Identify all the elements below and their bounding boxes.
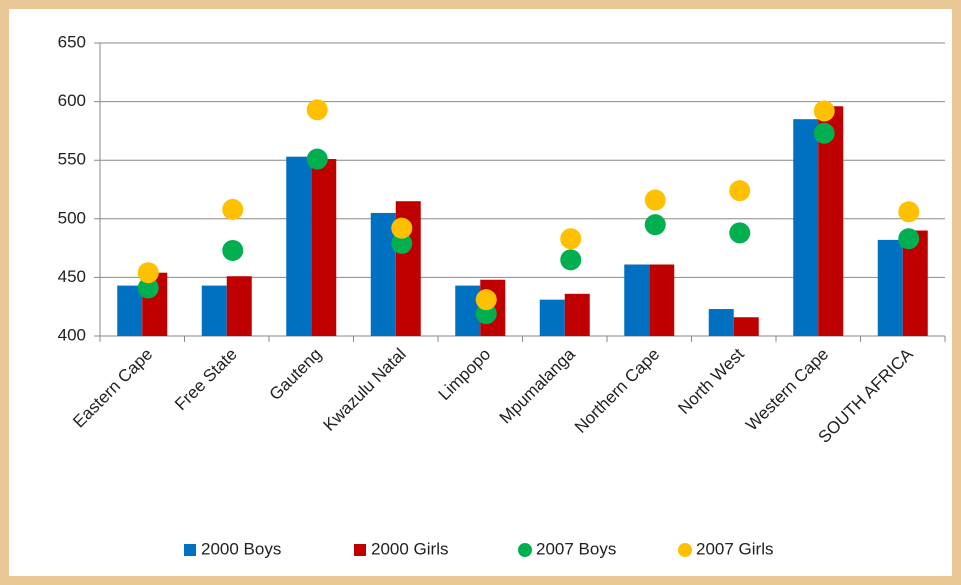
dot xyxy=(813,122,835,144)
dot xyxy=(898,228,920,250)
dot xyxy=(222,198,244,220)
bar xyxy=(370,212,396,336)
legend-swatch xyxy=(354,544,366,556)
y-tick-label: 600 xyxy=(58,91,86,110)
dot xyxy=(391,217,413,239)
dot xyxy=(391,232,413,254)
legend-label: 2000 Girls xyxy=(371,539,448,558)
bar xyxy=(624,264,650,336)
dot xyxy=(306,148,328,170)
bar xyxy=(818,106,844,337)
dot xyxy=(137,262,159,284)
dot xyxy=(222,239,244,261)
dot xyxy=(729,222,751,244)
bar xyxy=(877,239,903,336)
y-tick-label: 650 xyxy=(58,32,86,51)
y-tick-label: 400 xyxy=(58,325,86,344)
dot xyxy=(560,228,582,250)
dot xyxy=(137,277,159,299)
bar xyxy=(286,156,312,336)
dot xyxy=(560,249,582,271)
bar xyxy=(226,276,252,336)
y-tick-label: 550 xyxy=(58,150,86,169)
legend-swatch xyxy=(518,543,532,557)
bar xyxy=(201,285,227,336)
dot xyxy=(729,180,751,202)
y-tick-label: 500 xyxy=(58,208,86,227)
dot xyxy=(644,189,666,211)
bar xyxy=(311,159,337,336)
bar xyxy=(708,309,734,336)
bar xyxy=(649,264,675,336)
dot xyxy=(306,99,328,121)
y-tick-label: 450 xyxy=(58,267,86,286)
dot xyxy=(813,100,835,122)
legend-swatch xyxy=(678,543,692,557)
dot xyxy=(898,201,920,223)
bar xyxy=(539,299,565,336)
dot xyxy=(475,289,497,311)
legend-label: 2000 Boys xyxy=(201,539,281,558)
dot xyxy=(644,214,666,236)
legend-swatch xyxy=(184,544,196,556)
legend-label: 2007 Girls xyxy=(696,539,773,558)
legend-label: 2007 Boys xyxy=(536,539,616,558)
bar xyxy=(793,119,819,337)
bar xyxy=(117,285,143,336)
bar xyxy=(564,293,590,336)
bar xyxy=(455,285,481,336)
bar xyxy=(733,317,759,336)
